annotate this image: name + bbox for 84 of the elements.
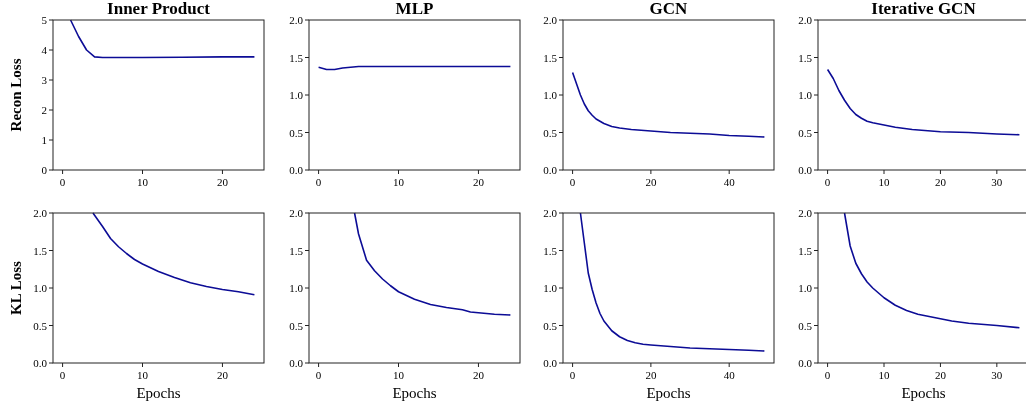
x-axis-title: Epochs [392, 385, 437, 401]
chart-title: MLP [395, 0, 434, 18]
x-tick-label: 30 [991, 369, 1003, 381]
y-tick-label: 4 [41, 44, 48, 56]
x-tick-label: 0 [315, 369, 322, 381]
x-tick-label: 20 [645, 369, 657, 381]
y-tick-label: 1.5 [289, 244, 304, 257]
x-tick-label: 40 [723, 176, 736, 188]
x-tick-label: 40 [723, 369, 736, 381]
y-tick-label: 0 [41, 164, 48, 176]
y-tick-label: 2.0 [543, 14, 558, 26]
y-tick-label: 0.5 [798, 126, 813, 139]
y-tick-label: 0.0 [33, 357, 48, 369]
y-tick-label: 0.5 [289, 319, 304, 332]
x-tick-label: 10 [137, 369, 149, 381]
x-tick-label: 30 [991, 176, 1003, 188]
y-tick-label: 0.0 [543, 357, 558, 369]
y-tick-label: 1.5 [798, 51, 813, 64]
x-tick-label: 0 [569, 176, 576, 188]
chart-title: Inner Product [107, 0, 211, 18]
y-tick-label: 0.5 [543, 126, 558, 139]
y-tick-label: 0.0 [289, 164, 304, 176]
x-tick-label: 0 [824, 369, 831, 381]
x-tick-label: 20 [216, 176, 229, 188]
y-tick-label: 2.0 [798, 207, 813, 219]
y-tick-label: 5 [41, 14, 48, 26]
line-series [353, 212, 512, 316]
y-tick-label: 1.5 [543, 51, 558, 64]
x-tick-label: 20 [645, 176, 657, 188]
y-tick-label: 0.0 [798, 357, 813, 369]
x-tick-label: 0 [59, 176, 66, 188]
x-tick-label: 0 [59, 369, 66, 381]
x-tick-label: 20 [472, 176, 485, 188]
y-tick-label: 2 [41, 104, 47, 116]
line-series [92, 212, 256, 296]
y-tick-label: 0.0 [798, 164, 813, 176]
y-tick-label: 1.0 [33, 282, 48, 294]
y-tick-label: 1.5 [543, 244, 558, 257]
line-series [579, 212, 766, 352]
y-tick-label: 1 [41, 134, 47, 146]
x-tick-label: 20 [216, 369, 229, 381]
y-tick-label: 0.0 [543, 164, 558, 176]
y-tick-label: 2.0 [33, 207, 48, 219]
y-tick-label: 1.0 [543, 89, 558, 101]
x-tick-label: 10 [393, 176, 405, 188]
line-series [826, 68, 1021, 136]
y-tick-label: 1.0 [543, 282, 558, 294]
y-tick-label: 0.5 [798, 319, 813, 332]
y-tick-label: 1.5 [289, 51, 304, 64]
x-tick-label: 0 [315, 176, 322, 188]
x-tick-label: 10 [137, 176, 149, 188]
x-tick-label: 0 [569, 369, 576, 381]
y-tick-label: 3 [41, 74, 48, 86]
chart-title: Iterative GCN [871, 0, 977, 18]
y-tick-label: 0.5 [289, 126, 304, 139]
x-axis-title: Epochs [646, 385, 691, 401]
y-tick-label: 0.5 [543, 319, 558, 332]
x-tick-label: 20 [472, 369, 485, 381]
y-axis-title: Recon Loss [8, 58, 24, 132]
y-tick-label: 2.0 [798, 14, 813, 26]
x-axis-title: Epochs [901, 385, 946, 401]
y-tick-label: 1.0 [798, 89, 813, 101]
chart-title: GCN [649, 0, 689, 18]
y-axis-title: KL Loss [8, 260, 24, 315]
y-tick-label: 2.0 [289, 207, 304, 219]
y-tick-label: 0.5 [33, 319, 48, 332]
x-tick-label: 10 [878, 369, 891, 381]
y-tick-label: 1.0 [289, 89, 304, 101]
line-series [69, 19, 256, 59]
y-tick-label: 2.0 [289, 14, 304, 26]
y-tick-label: 1.0 [289, 282, 304, 294]
line-series [571, 71, 766, 138]
y-tick-label: 1.5 [33, 244, 48, 257]
x-tick-label: 10 [878, 176, 891, 188]
y-tick-label: 1.5 [798, 244, 813, 257]
y-tick-label: 0.0 [289, 357, 304, 369]
x-tick-label: 20 [934, 369, 947, 381]
x-tick-label: 10 [393, 369, 405, 381]
y-tick-label: 2.0 [543, 207, 558, 219]
y-tick-label: 1.0 [798, 282, 813, 294]
x-axis-title: Epochs [136, 385, 181, 401]
line-series [843, 212, 1021, 329]
x-tick-label: 0 [824, 176, 831, 188]
x-tick-label: 20 [934, 176, 947, 188]
